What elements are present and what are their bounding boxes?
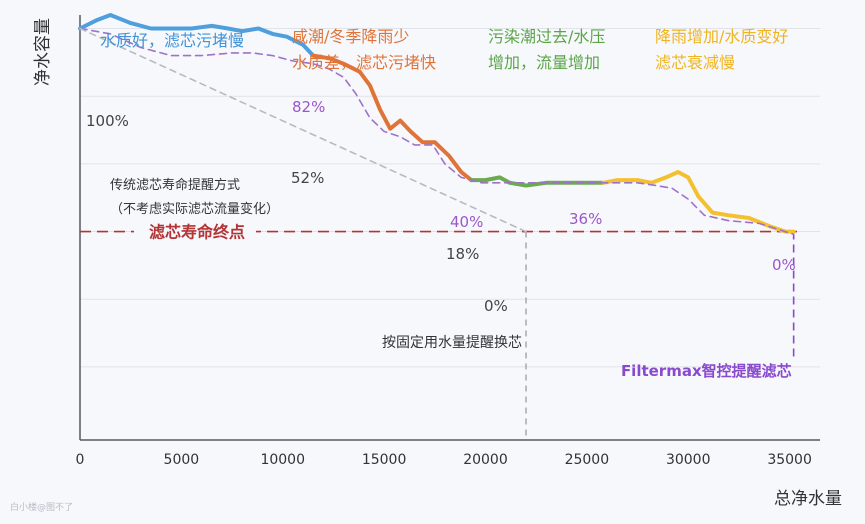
annotation-traditional-note: （不考虑实际滤芯流量变化） xyxy=(110,201,279,217)
data-label: 0% xyxy=(484,297,508,315)
y-axis-title: 净水容量 xyxy=(33,18,53,86)
annotation-traditional: 传统滤芯寿命提醒方式 xyxy=(110,177,240,193)
fixed-volume-marker-label: 按固定用水量提醒换芯 xyxy=(382,334,522,351)
traditional-estimate-line xyxy=(79,27,527,233)
data-label: 40% xyxy=(450,213,483,231)
x-tick-label: 30000 xyxy=(666,452,711,468)
annotation-salt-tide: 咸潮/冬季降雨少 xyxy=(292,27,409,46)
annotation-flow-increase: 增加，流量增加 xyxy=(488,53,600,72)
data-label: 18% xyxy=(446,245,479,263)
annotation-pollution-passed: 污染潮过去/水压 xyxy=(488,27,605,46)
data-label: 52% xyxy=(291,169,324,187)
rain-segment xyxy=(601,170,796,234)
x-tick-label: 20000 xyxy=(463,452,508,468)
x-tick-label: 25000 xyxy=(565,452,610,468)
data-label: 82% xyxy=(292,98,325,116)
annotation-slow-decay: 滤芯衰减慢 xyxy=(655,53,735,72)
annotation-rain-increase: 降雨增加/水质变好 xyxy=(655,27,788,46)
salt-tide-segment xyxy=(311,53,474,183)
end-of-life-label: 滤芯寿命终点 xyxy=(149,223,245,242)
watermark: 白小楼@图不了 xyxy=(10,503,74,513)
recovery-segment xyxy=(469,175,606,188)
annotation-poor-water: 水质差，滤芯污堵快 xyxy=(292,53,436,72)
end-of-life-label-bg xyxy=(134,219,256,244)
filtermax-marker-label: Filtermax智控提醒滤芯 xyxy=(621,362,792,380)
data-label: 36% xyxy=(569,210,602,228)
data-label: 100% xyxy=(86,112,129,130)
x-tick-label: 5000 xyxy=(164,452,200,468)
x-tick-label: 15000 xyxy=(362,452,407,468)
x-axis-title: 总净水量 xyxy=(774,489,842,509)
x-tick-label: 35000 xyxy=(767,452,812,468)
clean-water-segment xyxy=(78,13,316,58)
x-tick-label: 0 xyxy=(76,452,85,468)
x-tick-label: 10000 xyxy=(260,452,305,468)
actual-capacity-line xyxy=(79,27,795,236)
annotation-clean-water: 水质好，滤芯污堵慢 xyxy=(100,31,244,50)
data-label: 0% xyxy=(772,256,796,274)
